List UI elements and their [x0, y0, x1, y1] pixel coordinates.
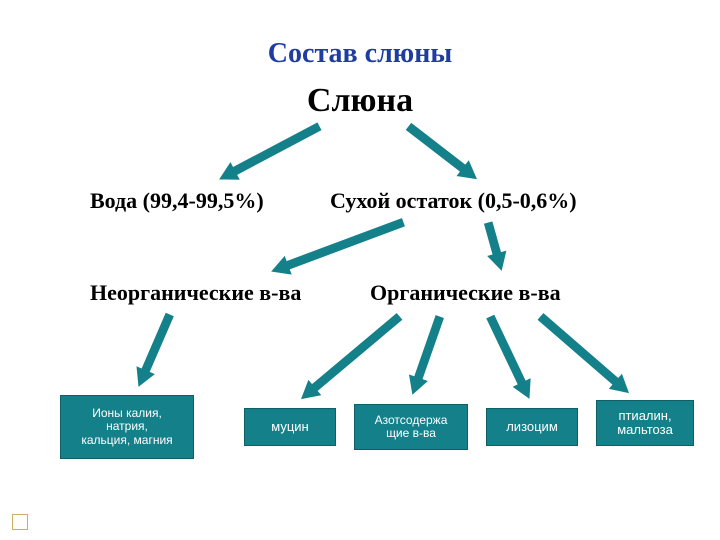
leaf-mucin: муцин [244, 408, 336, 446]
root-node: Слюна [0, 82, 720, 120]
diagram-title: Состав слюны [0, 38, 720, 70]
leaf-lysozyme: лизоцим [486, 408, 578, 446]
node-inorganic: Неорганические в-ва [90, 280, 301, 306]
node-dry-residue: Сухой остаток (0,5-0,6%) [330, 188, 577, 214]
arrow [136, 312, 175, 388]
arrow [486, 314, 532, 400]
leaf-ions: Ионы калия, натрия, кальция, магния [60, 395, 194, 459]
arrows-layer [0, 0, 720, 540]
leaf-ptyalin: птиалин, мальтоза [596, 400, 694, 446]
diagram-stage: { "canvas": { "width": 720, "height": 54… [0, 0, 720, 540]
arrow [408, 314, 445, 396]
node-water: Вода (99,4-99,5%) [90, 188, 264, 214]
leaf-nitro: Азотсодержа щие в-ва [354, 404, 468, 450]
arrow [218, 122, 322, 181]
arrow [300, 312, 403, 400]
node-organic: Органические в-ва [370, 280, 561, 306]
arrow [270, 217, 406, 275]
arrow [483, 221, 507, 272]
corner-decoration-icon [12, 514, 28, 530]
arrow [537, 312, 630, 394]
arrow [405, 122, 478, 180]
